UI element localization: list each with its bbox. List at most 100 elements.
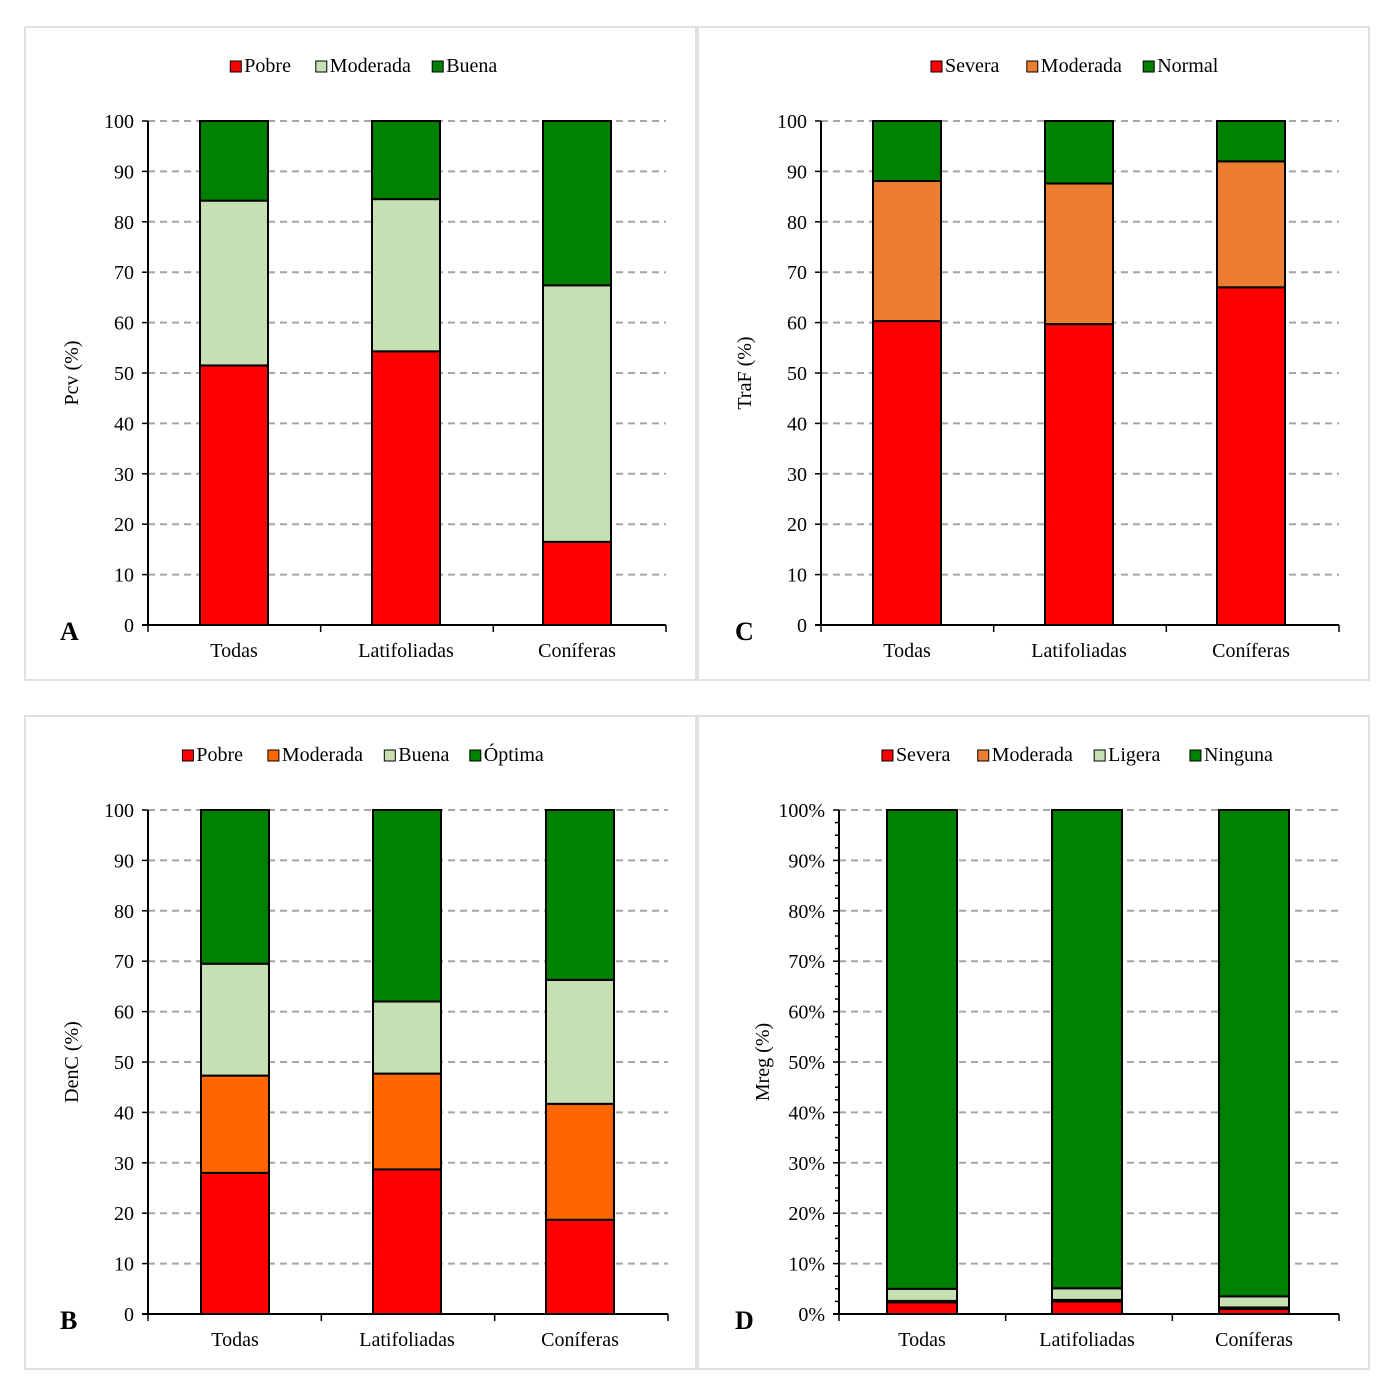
y-tick-label: 50: [787, 363, 807, 385]
bar-severa-latifoliadas: [1051, 1300, 1123, 1316]
y-tick-label: 40: [114, 413, 134, 435]
y-tick-label: 100: [104, 800, 134, 822]
bar-optima-latifoliadas: [372, 809, 442, 1003]
y-tick-label: 0: [124, 615, 134, 637]
bar-buena-latifoliadas: [372, 1000, 442, 1075]
y-tick-label: 0: [124, 1304, 134, 1326]
chart-panel-c: Severa Moderada Normal 0 10 20 30 40 50 60 70 80 90 1…: [697, 26, 1370, 681]
legend-label-pobre: Pobre: [196, 744, 243, 766]
legend-swatch-ninguna: [1189, 749, 1202, 762]
legend-label-ligera: Ligera: [1108, 744, 1160, 766]
bar-moderada-coniferas: [542, 284, 612, 543]
bar-buena-todas: [199, 120, 269, 202]
y-tick-label: 70: [114, 262, 134, 284]
y-tick-label: 40: [114, 1102, 134, 1124]
bar-ninguna-coniferas: [1218, 809, 1290, 1298]
x-category-label: Todas: [211, 1329, 259, 1351]
legend-swatch-normal: [1142, 60, 1155, 73]
bar-pobre-latifoliadas: [371, 350, 441, 626]
chart-panel-b: Pobre Moderada Buena Óptima 0 10 20 30 40 50 60 70 8…: [24, 715, 697, 1370]
y-tick-label: 30: [787, 464, 807, 486]
bar-moderada-latifoliadas: [1044, 182, 1114, 326]
bar-severa-coniferas: [1216, 286, 1286, 626]
bar-buena-coniferas: [545, 978, 615, 1105]
y-tick-label: 10: [114, 565, 134, 587]
y-tick-label: 30%: [788, 1153, 825, 1175]
legend-a: Pobre Moderada Buena: [229, 55, 497, 77]
legend-swatch-pobre: [181, 749, 194, 762]
chart-a-svg: Pobre Moderada Buena 0 10 20 30 40 50 60 70 80 90 100…: [60, 55, 667, 662]
legend-swatch-buena: [431, 60, 444, 73]
y-tick-label: 20%: [788, 1203, 825, 1225]
y-tick-label: 70: [114, 951, 134, 973]
y-tick-label: 80: [114, 901, 134, 923]
bar-ligera-coniferas: [1218, 1295, 1290, 1309]
bar-optima-coniferas: [545, 809, 615, 981]
bar-normal-latifoliadas: [1044, 120, 1114, 185]
legend-swatch-moderada: [315, 60, 328, 73]
panel-letter-d: D: [735, 1306, 754, 1335]
legend-b: Pobre Moderada Buena Óptima: [181, 742, 544, 766]
y-tick-label: 40: [787, 413, 807, 435]
y-tick-label: 30: [114, 1153, 134, 1175]
chart-b-svg: Pobre Moderada Buena Óptima 0 10 20 30 40 50 60 70 8…: [60, 742, 669, 1351]
legend-label-buena: Buena: [398, 744, 449, 766]
bar-ninguna-latifoliadas: [1051, 809, 1123, 1290]
y-tick-label: 50%: [788, 1052, 825, 1074]
y-tick-label: 90: [787, 161, 807, 183]
bar-moderada-coniferas: [1216, 160, 1286, 289]
y-tick-label: 40%: [788, 1102, 825, 1124]
legend-label-buena: Buena: [446, 55, 497, 77]
x-category-label: Latifoliadas: [1031, 640, 1127, 662]
x-category-label: Todas: [883, 640, 931, 662]
legend-swatch-pobre: [229, 60, 242, 73]
legend-c: Severa Moderada Normal: [930, 55, 1219, 77]
y-tick-label: 10%: [788, 1254, 825, 1276]
legend-swatch-severa: [930, 60, 943, 73]
y-tick-label: 0: [797, 615, 807, 637]
bar-buena-todas: [200, 962, 270, 1077]
x-category-label: Todas: [210, 640, 258, 662]
y-tick-label: 60: [787, 313, 807, 335]
y-tick-label: 0%: [798, 1304, 825, 1326]
legend-swatch-moderada: [267, 749, 280, 762]
legend-label-pobre: Pobre: [244, 55, 291, 77]
chart-d-svg: Severa Moderada Ligera Ninguna 0% 10% 20% 30% 40…: [735, 744, 1340, 1351]
bar-buena-latifoliadas: [371, 120, 441, 201]
y-tick-label: 60%: [788, 1002, 825, 1024]
bar-normal-coniferas: [1216, 120, 1286, 163]
x-category-label: Coníferas: [1215, 1329, 1293, 1351]
panel-letter-a: A: [60, 617, 79, 646]
x-category-label: Todas: [898, 1329, 946, 1351]
bar-moderada-latifoliadas: [371, 198, 441, 353]
chart-panel-a: Pobre Moderada Buena 0 10 20 30 40 50 60 70 80 90 100…: [24, 26, 697, 681]
bar-severa-latifoliadas: [1044, 323, 1114, 626]
y-axis-title: Pcv (%): [61, 341, 83, 406]
y-tick-label: 70%: [788, 951, 825, 973]
chart-c-svg: Severa Moderada Normal 0 10 20 30 40 50 60 70 80 90 1…: [734, 55, 1340, 662]
y-tick-label: 70: [787, 262, 807, 284]
y-tick-label: 50: [114, 363, 134, 385]
legend-swatch-moderada: [1026, 60, 1039, 73]
bar-pobre-todas: [200, 1171, 270, 1315]
bar-severa-todas: [872, 320, 942, 626]
bar-pobre-coniferas: [545, 1218, 615, 1316]
bar-buena-coniferas: [542, 120, 612, 287]
bar-moderada-latifoliadas: [372, 1072, 442, 1171]
legend-swatch-buena: [383, 749, 396, 762]
bar-optima-todas: [200, 809, 270, 965]
legend-swatch-severa: [881, 749, 894, 762]
x-category-label: Latifoliadas: [359, 1329, 455, 1351]
y-tick-label: 20: [114, 1203, 134, 1225]
bar-moderada-coniferas: [545, 1102, 615, 1221]
legend-swatch-moderada: [977, 749, 990, 762]
y-tick-label: 100: [104, 111, 134, 133]
x-category-label: Coníferas: [1212, 640, 1290, 662]
legend-label-moderada: Moderada: [330, 55, 411, 77]
legend-label-moderada: Moderada: [1041, 55, 1122, 77]
legend-label-optima: Óptima: [484, 742, 544, 766]
y-tick-label: 60: [114, 1002, 134, 1024]
x-category-label: Latifoliadas: [1039, 1329, 1135, 1351]
legend-swatch-ligera: [1093, 749, 1106, 762]
y-tick-label: 90: [114, 161, 134, 183]
